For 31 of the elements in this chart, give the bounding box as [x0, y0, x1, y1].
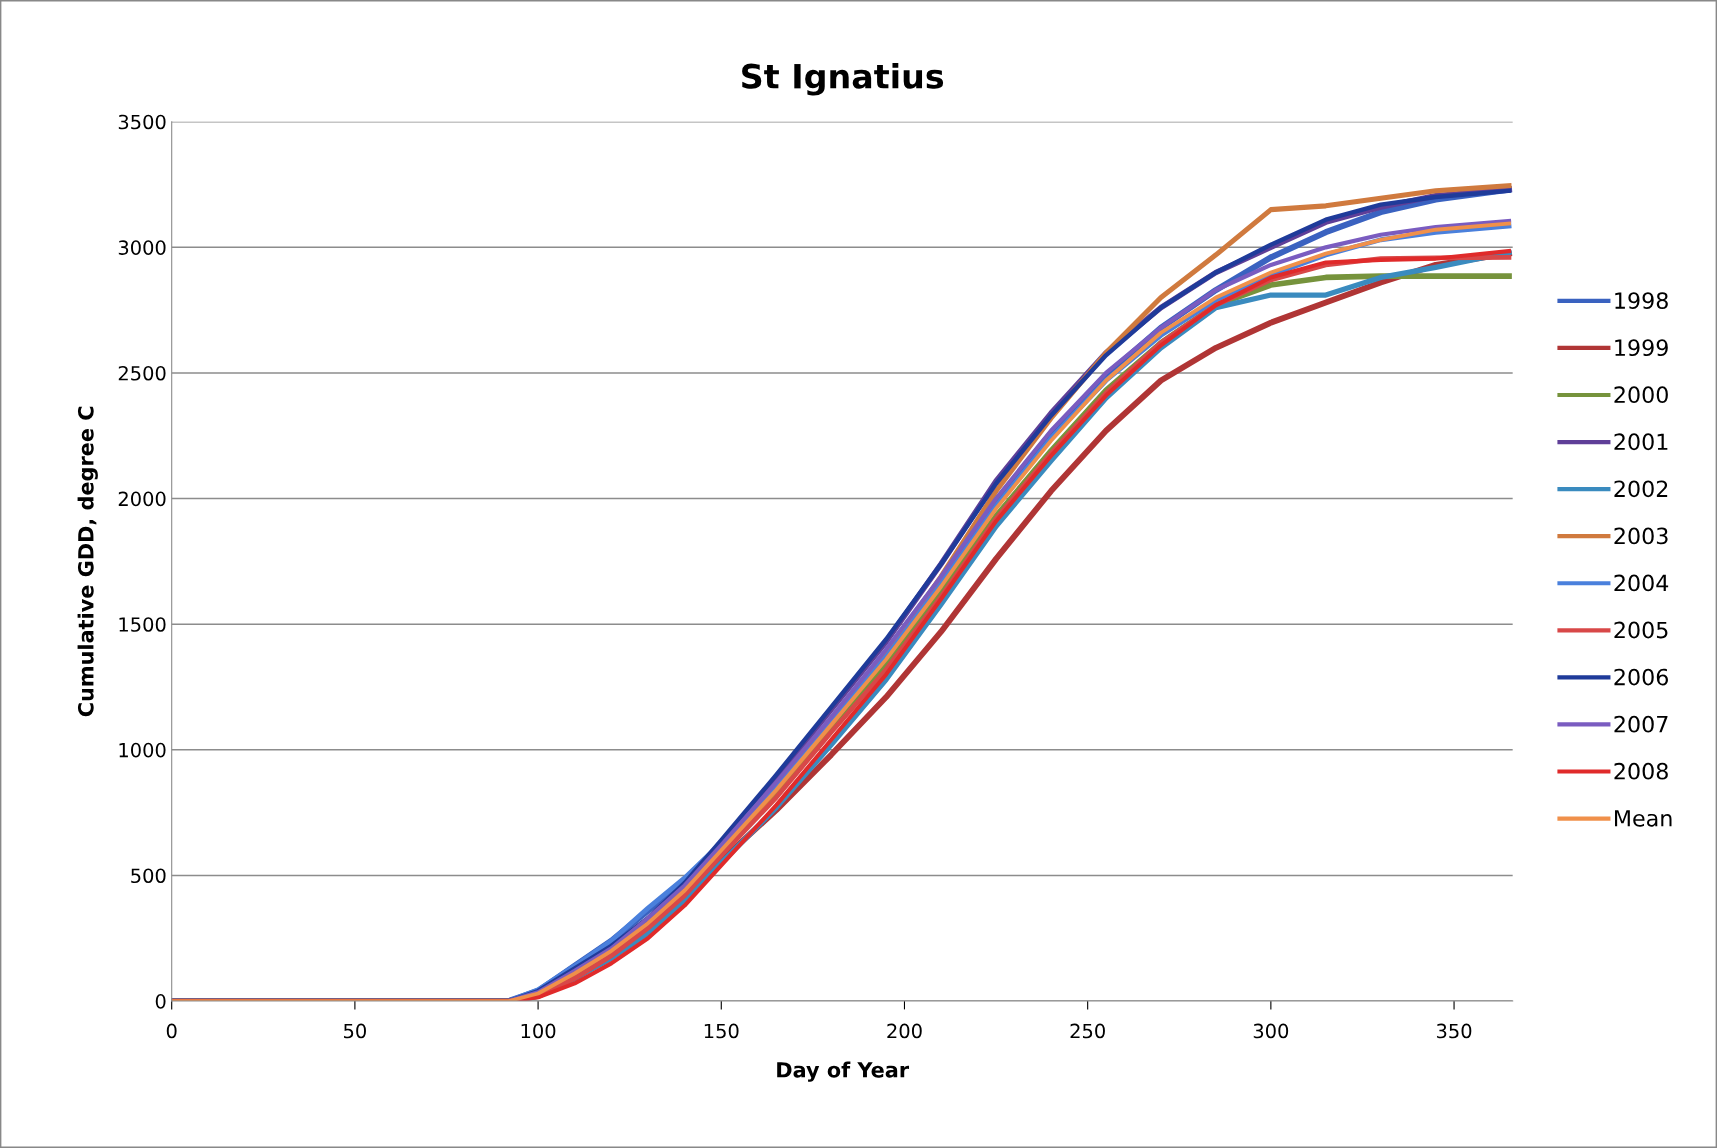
y-tick-label: 3500	[118, 114, 166, 130]
legend-label: 2004	[1614, 574, 1669, 592]
legend-label: 2006	[1614, 668, 1668, 686]
legend-label: 2008	[1614, 762, 1668, 780]
y-tick-label: 2500	[118, 365, 166, 381]
legend-label: 2000	[1614, 386, 1668, 404]
legend-label: Mean	[1615, 810, 1672, 827]
x-tick-label: 0	[166, 1023, 177, 1039]
x-tick-label: 250	[1070, 1023, 1105, 1039]
x-tick-label: 300	[1253, 1023, 1289, 1039]
y-tick-label: 2000	[118, 491, 166, 507]
y-tick-label: 500	[131, 868, 166, 884]
x-tick-label: 50	[344, 1023, 366, 1039]
y-tick-label: 1500	[119, 617, 166, 632]
chart-title: St Ignatius	[742, 63, 944, 96]
y-tick-label: 3000	[118, 240, 166, 255]
y-tick-label: 1000	[119, 742, 166, 758]
legend-label: 1999	[1615, 339, 1668, 357]
x-tick-label: 350	[1436, 1023, 1472, 1039]
legend-label: 2003	[1614, 527, 1668, 545]
x-tick-label: 100	[521, 1023, 556, 1039]
y-axis-title: Cumulative GDD, degree C	[77, 406, 98, 717]
legend-label: 2007	[1614, 715, 1668, 733]
legend-label: 2001	[1614, 433, 1668, 451]
legend-label: 2002	[1614, 480, 1668, 498]
legend-label: 2005	[1614, 621, 1668, 639]
y-tick-label: 0	[155, 994, 166, 1009]
x-axis-title: Day of Year	[777, 1061, 910, 1082]
x-tick-label: 150	[704, 1023, 739, 1039]
legend-label: 1998	[1615, 292, 1668, 309]
x-tick-label: 200	[887, 1023, 922, 1039]
